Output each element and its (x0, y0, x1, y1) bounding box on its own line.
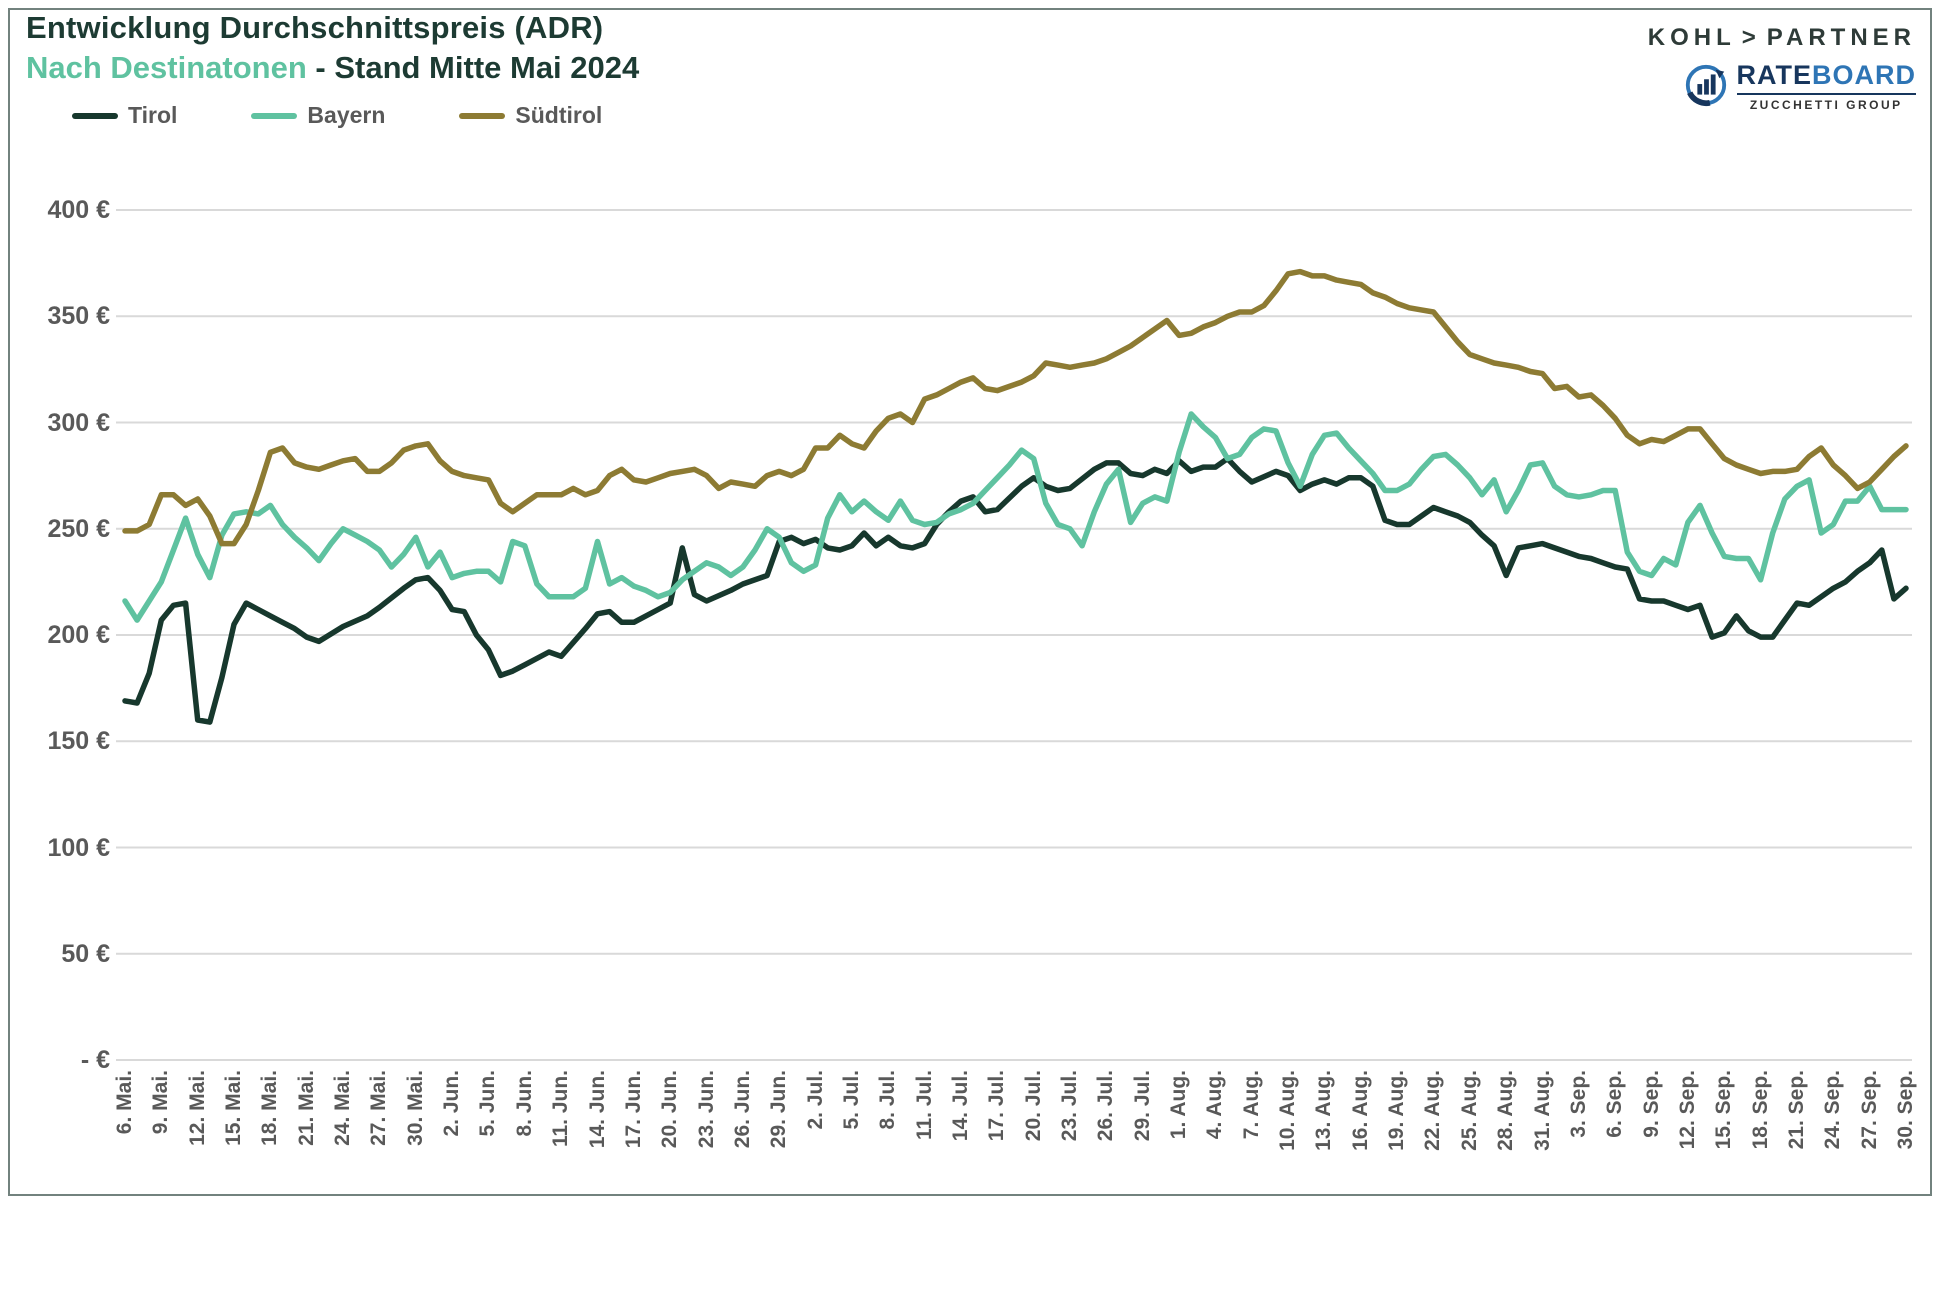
legend-swatch-bayern (251, 112, 298, 119)
x-tick-label: 28. Aug. (1494, 1070, 1518, 1151)
slide-frame (8, 8, 1932, 1196)
y-tick-label: 50 € (61, 939, 110, 968)
legend-item-südtirol: Südtirol (459, 102, 602, 129)
x-tick-label: 26. Jul. (1094, 1070, 1118, 1142)
x-tick-label: 29. Jun. (767, 1070, 791, 1149)
rateboard-name: RATEBOARD (1737, 60, 1917, 90)
chart-legend: Tirol Bayern Südtirol (72, 102, 676, 129)
legend-swatch-südtirol (459, 112, 506, 119)
x-tick-label: 9. Sep. (1639, 1070, 1663, 1138)
x-tick-label: 23. Jul. (1058, 1070, 1082, 1142)
rateboard-name-board: BOARD (1812, 60, 1916, 90)
y-tick-label: 400 € (47, 196, 110, 224)
x-tick-label: 29. Jul. (1130, 1070, 1154, 1142)
y-tick-label: 250 € (47, 514, 110, 543)
x-tick-label: 18. Mai. (258, 1070, 282, 1146)
x-tick-label: 17. Jun. (621, 1070, 645, 1149)
x-tick-label: 6. Mai. (113, 1070, 136, 1135)
y-tick-label: 100 € (47, 833, 110, 862)
x-tick-label: 12. Mai. (185, 1070, 209, 1146)
x-tick-label: 5. Jul. (839, 1070, 863, 1130)
rateboard-logo: RATEBOARD ZUCCHETTI GROUP (1683, 60, 1917, 113)
x-tick-label: 8. Jul. (876, 1070, 900, 1130)
x-tick-label: 15. Sep. (1712, 1070, 1736, 1150)
rateboard-chart-circle-icon (1683, 62, 1729, 113)
x-tick-label: 11. Jul. (912, 1070, 936, 1141)
x-tick-label: 14. Jun. (585, 1070, 609, 1149)
x-tick-label: 25. Aug. (1457, 1070, 1481, 1151)
x-tick-label: 24. Sep. (1821, 1070, 1845, 1150)
rateboard-name-rate: RATE (1736, 60, 1812, 90)
chevron-right-icon: > (1741, 24, 1761, 51)
rateboard-divider (1736, 93, 1916, 95)
y-tick-label: 350 € (47, 302, 110, 331)
y-tick-label: 150 € (47, 727, 110, 756)
page-subtitle-accent: Nach Destinatonen (26, 50, 307, 85)
kohl-partner-name1: KOHL (1647, 24, 1736, 51)
x-tick-label: 5. Jun. (476, 1070, 500, 1137)
x-tick-label: 3. Sep. (1566, 1070, 1590, 1138)
legend-item-tirol: Tirol (72, 102, 177, 129)
x-tick-label: 20. Jul. (1021, 1070, 1045, 1142)
legend-item-bayern: Bayern (251, 102, 385, 129)
kohl-partner-name2: PARTNER (1766, 24, 1916, 51)
x-tick-label: 6. Sep. (1603, 1070, 1627, 1138)
x-tick-label: 21. Sep. (1784, 1070, 1808, 1150)
x-tick-label: 21. Mai. (294, 1070, 318, 1146)
kohl-partner-logo: KOHL > PARTNER (1648, 24, 1916, 52)
x-tick-label: 24. Mai. (331, 1070, 355, 1146)
x-tick-label: 30. Mai. (403, 1070, 427, 1146)
x-tick-label: 20. Jun. (658, 1070, 682, 1149)
x-tick-label: 22. Aug. (1421, 1070, 1445, 1151)
y-tick-label: - € (80, 1046, 110, 1074)
legend-label: Tirol (128, 102, 178, 128)
x-tick-label: 15. Mai. (222, 1070, 246, 1146)
rateboard-text-block: RATEBOARD ZUCCHETTI GROUP (1736, 60, 1917, 112)
x-tick-label: 14. Jul. (948, 1070, 972, 1142)
series-line-bayern (122, 411, 1909, 623)
y-tick-label: 300 € (47, 408, 110, 437)
x-tick-label: 10. Aug. (1276, 1070, 1300, 1151)
x-tick-label: 16. Aug. (1348, 1070, 1372, 1151)
series-line-tirol (122, 455, 1909, 725)
x-tick-label: 17. Jul. (985, 1070, 1009, 1142)
page-title: Entwicklung Durchschnittspreis (ADR) (26, 10, 604, 45)
rateboard-group-label: ZUCCHETTI GROUP (1749, 98, 1903, 112)
x-tick-label: 1. Aug. (1167, 1070, 1191, 1140)
page-subtitle: Nach Destinatonen - Stand Mitte Mai 2024 (26, 50, 639, 86)
series-line-südtirol (122, 268, 1909, 547)
x-tick-label: 2. Jun. (440, 1070, 464, 1137)
x-tick-label: 11. Jun. (549, 1070, 573, 1148)
x-tick-label: 30. Sep. (1894, 1070, 1917, 1150)
x-tick-label: 13. Aug. (1312, 1070, 1336, 1151)
x-tick-label: 9. Mai. (149, 1070, 173, 1135)
x-tick-label: 27. Sep. (1857, 1070, 1881, 1150)
x-tick-label: 18. Sep. (1748, 1070, 1772, 1150)
x-tick-label: 8. Jun. (512, 1070, 536, 1137)
legend-swatch-tirol (72, 112, 118, 119)
legend-label: Bayern (307, 102, 386, 128)
x-tick-label: 31. Aug. (1530, 1070, 1554, 1151)
legend-label: Südtirol (515, 102, 603, 128)
x-tick-label: 19. Aug. (1385, 1070, 1409, 1151)
x-tick-label: 26. Jun. (730, 1070, 754, 1149)
x-tick-label: 12. Sep. (1675, 1070, 1699, 1150)
x-tick-label: 27. Mai. (367, 1070, 391, 1146)
x-tick-label: 2. Jul. (803, 1070, 827, 1130)
x-tick-label: 23. Jun. (694, 1070, 718, 1149)
y-tick-label: 200 € (47, 621, 110, 649)
x-tick-label: 7. Aug. (1239, 1070, 1263, 1140)
page-subtitle-rest: - Stand Mitte Mai 2024 (306, 50, 640, 85)
x-tick-label: 4. Aug. (1203, 1070, 1227, 1140)
